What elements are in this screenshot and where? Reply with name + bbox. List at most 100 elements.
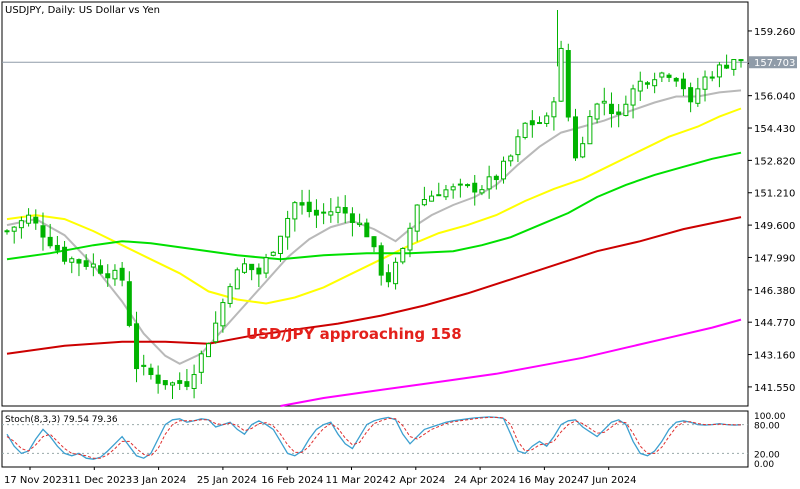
candle-body	[429, 195, 435, 202]
candle-body	[76, 259, 82, 264]
candle-body	[213, 322, 219, 343]
candle-body	[313, 209, 319, 216]
candle-body	[364, 222, 370, 238]
candle-body	[342, 207, 348, 214]
candle-body	[688, 87, 694, 103]
stoch-panel-frame	[1, 410, 749, 468]
candle-body	[393, 261, 399, 285]
candle-body	[357, 222, 363, 226]
candle-body	[565, 50, 571, 118]
candle-body	[551, 101, 557, 118]
candle-body	[616, 111, 622, 115]
candle-body	[608, 103, 614, 115]
y-tick-label: 152.820	[754, 156, 795, 167]
sma-100-line	[6, 151, 742, 261]
candle-body	[299, 202, 305, 206]
x-tick-label: 25 Jan 2024	[197, 475, 257, 485]
sma-200-line	[6, 216, 742, 355]
candle-body	[90, 263, 96, 268]
stoch-title: Stoch(8,3,3) 79.54 79.36	[5, 415, 118, 425]
candle-body	[371, 236, 377, 248]
candle-body	[256, 267, 262, 275]
candle-body	[400, 247, 406, 263]
candle-body	[572, 116, 578, 159]
candle-body	[436, 194, 442, 197]
y-tick-label: 144.770	[754, 318, 795, 329]
candle-body	[537, 122, 543, 125]
candle-body	[277, 235, 283, 254]
candle-body	[270, 251, 276, 256]
candle-body	[515, 136, 521, 156]
candle-body	[184, 381, 190, 387]
candle-body	[529, 120, 535, 126]
candle-body	[472, 182, 478, 193]
candle-body	[18, 220, 24, 229]
current-price-label: 157.703	[754, 58, 795, 69]
candle-body	[450, 186, 456, 191]
current-price-tag	[749, 56, 797, 69]
x-tick-label: 11 Mar 2024	[326, 475, 389, 485]
candle-body	[198, 353, 204, 373]
candle-body	[630, 88, 636, 106]
candle-body	[328, 211, 334, 216]
annotation-text: USD/JPY approaching 158	[246, 325, 462, 343]
candle-body	[285, 217, 291, 238]
y-tick-label: 146.380	[754, 286, 795, 297]
x-tick-label: 7 Jun 2024	[583, 475, 637, 485]
candle-body	[54, 244, 60, 251]
candle-body	[148, 367, 154, 376]
candle-body	[709, 76, 715, 79]
candle-body	[40, 225, 46, 238]
candle-body	[479, 189, 485, 194]
x-tick-label: 16 Feb 2024	[261, 475, 323, 485]
candle-body	[11, 226, 17, 232]
y-tick-label: 159.260	[754, 27, 795, 38]
y-tick-label: 151.210	[754, 189, 795, 200]
candle-body	[170, 382, 176, 386]
candle-body	[457, 183, 463, 186]
main-panel-frame	[1, 1, 749, 407]
candle-body	[105, 273, 111, 279]
x-tick-label: 11 Dec 2023	[68, 475, 132, 485]
stoch-main-line	[6, 416, 742, 460]
candle-body	[335, 206, 341, 213]
candle-body	[558, 47, 564, 102]
candle-body	[508, 155, 514, 162]
candle-body	[580, 143, 586, 158]
candle-body	[155, 374, 161, 384]
candle-body	[652, 79, 658, 87]
candle-body	[407, 227, 413, 251]
candle-body	[119, 267, 125, 281]
candle-body	[673, 77, 679, 82]
y-tick-label: 147.990	[754, 253, 795, 264]
candle-body	[249, 263, 255, 271]
candle-body	[98, 265, 104, 274]
candle-body	[292, 202, 298, 220]
candle-body	[724, 64, 730, 69]
candle-body	[126, 281, 132, 326]
candle-body	[659, 72, 665, 78]
candle-body	[695, 88, 701, 104]
y-tick-label: 149.600	[754, 221, 795, 232]
candle-body	[205, 343, 211, 358]
y-tick-label: 141.550	[754, 383, 795, 394]
candle-body	[465, 184, 471, 187]
y-tick-label: 156.040	[754, 92, 795, 103]
candle-body	[306, 201, 312, 213]
stoch-tick-label: 20.00	[754, 450, 780, 460]
candle-body	[162, 380, 168, 386]
candle-body	[378, 245, 384, 276]
candle-body	[731, 59, 737, 70]
candle-body	[486, 176, 492, 190]
candle-body	[702, 76, 708, 90]
candle-body	[220, 302, 226, 327]
candle-body	[112, 269, 118, 280]
candle-body	[83, 260, 89, 267]
candle-body	[493, 175, 499, 181]
chart-title: USDJPY, Daily: US Dollar vs Yen	[5, 5, 160, 16]
candle-body	[738, 59, 744, 62]
candle-body	[623, 103, 629, 117]
candle-body	[594, 103, 600, 120]
y-tick-label: 143.160	[754, 351, 795, 362]
